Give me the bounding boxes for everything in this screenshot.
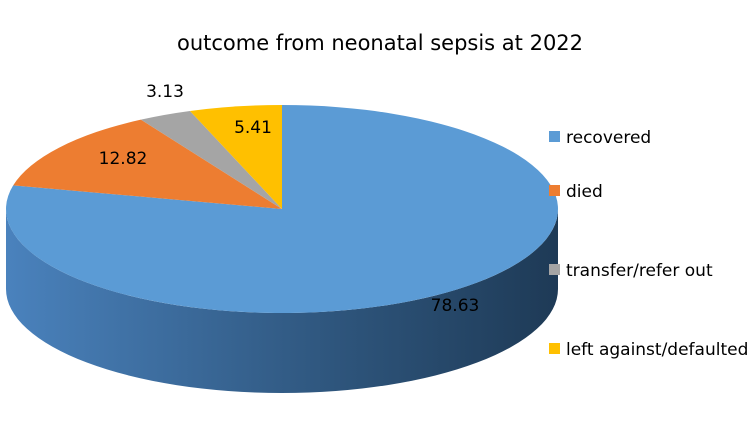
data-label: 3.13 [146,82,184,102]
legend-label: died [566,182,603,202]
legend-swatch [549,343,560,354]
chart-title: outcome from neonatal sepsis at 2022 [177,31,583,55]
legend-label: left against/defaulted [566,340,748,360]
pie-slice-transfer-refer-out [140,110,282,209]
pie-slice-died [13,119,283,209]
data-label: 12.82 [99,149,148,169]
data-label: 78.63 [431,296,480,316]
legend-swatch [549,131,560,142]
pie-side-wall [6,209,558,393]
legend-swatch [549,264,560,275]
legend-label: transfer/refer out [566,261,713,281]
legend-swatch [549,185,560,196]
pie-slice-left-against-defaulted [189,105,282,209]
pie-slice-recovered [6,105,559,314]
data-label: 5.41 [234,118,272,138]
legend-label: recovered [566,128,651,148]
